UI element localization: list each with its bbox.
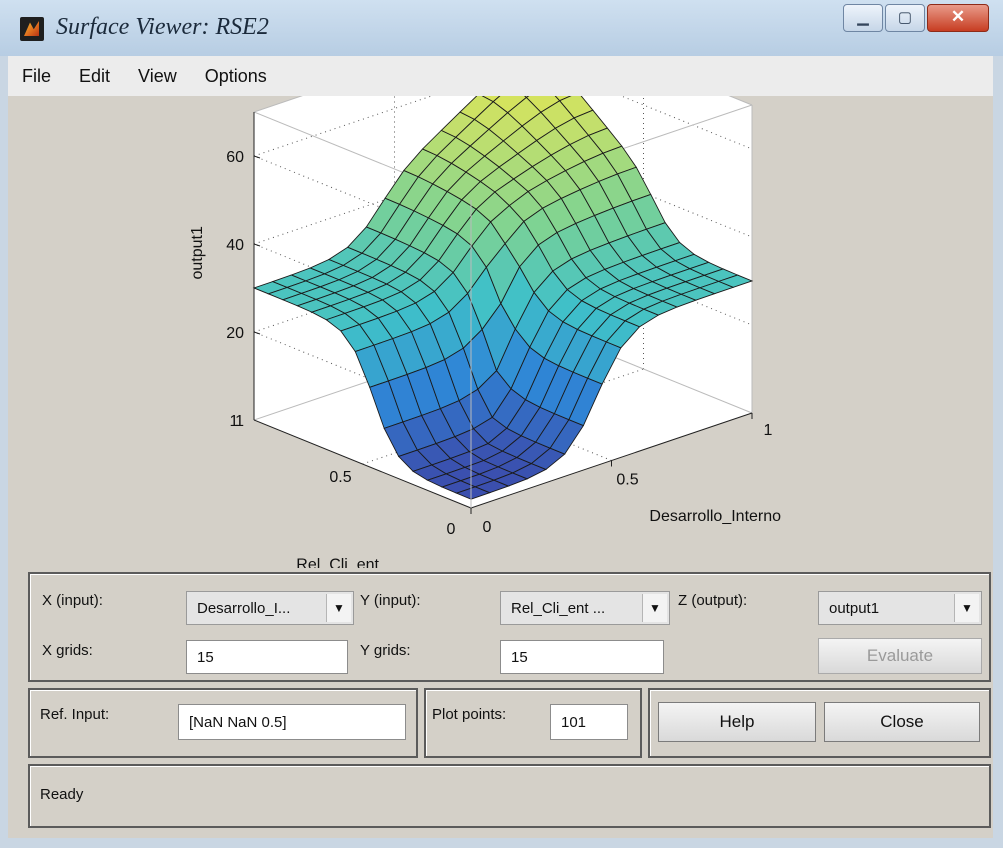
action-buttons-panel: Help Close [648, 688, 991, 758]
minimize-icon: ▁ [857, 9, 869, 26]
x-grids-label: X grids: [42, 642, 93, 659]
z-grid-line [253, 155, 472, 245]
y-tick-label: 0.5 [329, 469, 351, 486]
z-tick-label: 40 [226, 237, 244, 254]
surface-plot[interactable]: 0 0.5 1 0 0.5 1 20 40 60 1 Desarrollo_Interno Rel_C… [8, 96, 993, 568]
z-grid-line [253, 243, 472, 333]
z-tick-label: 20 [226, 325, 244, 342]
y-axis-label: Rel_Cli_ent [296, 557, 379, 568]
y-input-value: Rel_Cli_ent ... [511, 599, 606, 617]
x-axis-label: Desarrollo_Interno [649, 508, 781, 525]
x-input-label: X (input): [42, 592, 103, 609]
z-tick-mark [253, 243, 261, 247]
axis-selection-panel: X (input): Desarrollo_I... ▼ Y (input): … [28, 572, 991, 682]
z-output-select[interactable]: output1 ▼ [818, 591, 982, 625]
menu-view[interactable]: View [138, 65, 177, 86]
x-tick-label: 0.5 [616, 472, 638, 489]
plot-points-input[interactable]: 101 [550, 704, 628, 740]
y-tick-label: 0 [447, 521, 456, 538]
y-input-select[interactable]: Rel_Cli_ent ... ▼ [500, 591, 670, 625]
minimize-button[interactable]: ▁ [843, 4, 883, 32]
z-grid-line [534, 148, 753, 238]
chevron-down-icon: ▼ [326, 594, 351, 622]
axes-text: 0 0.5 1 0 0.5 1 20 40 60 1 Desarrollo_Interno Rel_C… [189, 149, 781, 568]
y-grids-label: Y grids: [360, 642, 411, 659]
content-area: 0 0.5 1 0 0.5 1 20 40 60 1 Desarrollo_Interno Rel_C… [8, 96, 993, 838]
y-axis-line [253, 419, 472, 509]
evaluate-button[interactable]: Evaluate [818, 638, 982, 674]
z-tick-mark [253, 155, 261, 159]
help-button[interactable]: Help [658, 702, 816, 742]
window-controls: ▁ ▢ ✕ [843, 4, 989, 32]
menu-file[interactable]: File [22, 65, 52, 86]
y-input-label: Y (input): [360, 592, 421, 609]
z-output-value: output1 [829, 599, 880, 617]
z-tick-mark [253, 331, 261, 335]
maximize-button[interactable]: ▢ [885, 4, 925, 32]
y-grids-input[interactable]: 15 [500, 640, 664, 674]
ref-input-panel: Ref. Input: [NaN NaN 0.5] [28, 688, 418, 758]
z-tick-label: 60 [226, 149, 244, 166]
window-title: Surface Viewer: RSE2 [56, 14, 269, 40]
close-button[interactable]: Close [824, 702, 980, 742]
surface-patch [481, 96, 501, 103]
z-output-label: Z (output): [678, 592, 748, 609]
z-grid-line [619, 96, 753, 150]
status-panel: Ready [28, 764, 991, 828]
x-input-select[interactable]: Desarrollo_I... ▼ [186, 591, 354, 625]
z-axis-label: output1 [189, 226, 206, 279]
ref-input-field[interactable]: [NaN NaN 0.5] [178, 704, 406, 740]
surface-mesh [252, 96, 754, 500]
menu-bar: File Edit View Options [8, 56, 993, 96]
x-tick-label: 1 [764, 422, 773, 439]
z-grid-line [253, 331, 472, 421]
plot-points-label: Plot points: [432, 706, 507, 723]
matlab-app-icon [20, 17, 44, 41]
close-icon: ✕ [950, 7, 966, 26]
ref-input-label: Ref. Input: [40, 706, 110, 723]
chevron-down-icon: ▼ [642, 594, 667, 622]
axes-box-edge [253, 96, 303, 113]
plot-points-panel: Plot points: 101 [424, 688, 642, 758]
y-tick-label: 1 [230, 413, 239, 430]
z-grid-line [534, 236, 753, 326]
close-window-button[interactable]: ✕ [927, 4, 989, 32]
axes-front [253, 112, 753, 514]
x-grids-input[interactable]: 15 [186, 640, 348, 674]
maximize-icon: ▢ [897, 9, 913, 26]
status-text: Ready [40, 786, 84, 803]
chevron-down-icon: ▼ [954, 594, 979, 622]
title-bar[interactable]: Surface Viewer: RSE2 ▁ ▢ ✕ [0, 0, 1003, 56]
x-input-value: Desarrollo_I... [197, 599, 291, 617]
menu-edit[interactable]: Edit [79, 65, 111, 86]
x-tick-label: 0 [483, 519, 492, 536]
z-base-label: 1 [235, 413, 244, 430]
menu-options[interactable]: Options [204, 65, 267, 86]
surface-patch [717, 274, 754, 288]
